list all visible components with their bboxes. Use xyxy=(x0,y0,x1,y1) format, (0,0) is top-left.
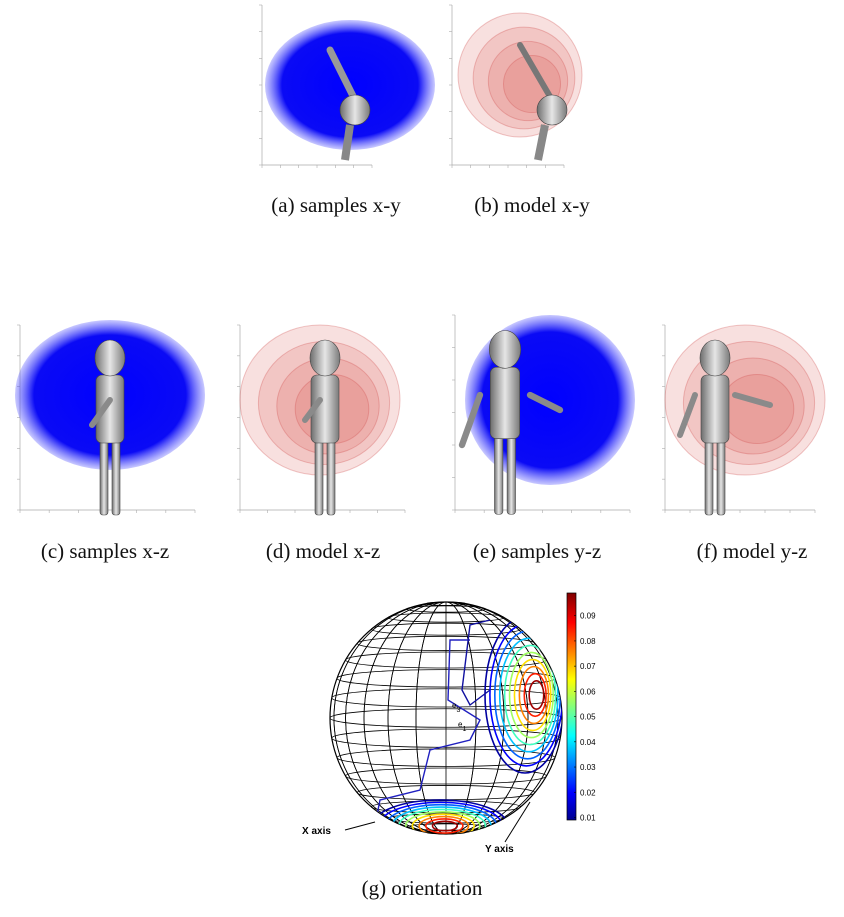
orientation-plot: e3 e1 X axis Y axis 0.01 0.02 0.03 0.04 0.05 0.06… xyxy=(302,593,596,855)
contour xyxy=(433,821,458,830)
caption: (g) orientation xyxy=(362,876,483,900)
robot-torso xyxy=(701,375,729,443)
robot-leg xyxy=(100,440,108,515)
annotation-arrow xyxy=(345,822,375,830)
contour xyxy=(529,681,544,709)
caption: (c) samples x-z xyxy=(41,539,169,563)
robot-leg xyxy=(705,440,713,515)
contour xyxy=(524,674,546,717)
panel xyxy=(662,325,825,515)
workspace-model xyxy=(720,375,794,444)
frame-label-sub: 3 xyxy=(456,707,460,714)
colorbar-tick-label: 0.01 xyxy=(580,813,596,822)
robot-leg xyxy=(717,440,725,515)
figure: e3 e1 X axis Y axis 0.01 0.02 0.03 0.04 0.05 0.06… xyxy=(0,0,844,917)
colorbar xyxy=(567,593,576,820)
caption: (d) model x-z xyxy=(266,539,380,563)
robot-head xyxy=(310,340,340,376)
caption: (b) model x-y xyxy=(474,193,590,217)
robot-leg xyxy=(327,440,335,515)
colorbar-tick-label: 0.07 xyxy=(580,662,596,671)
colorbar-tick-label: 0.05 xyxy=(580,713,596,722)
robot-head xyxy=(95,340,125,376)
colorbar-tick-label: 0.03 xyxy=(580,763,596,772)
frame-label: e3 xyxy=(452,701,460,714)
panel xyxy=(452,315,635,514)
panels xyxy=(15,5,825,515)
robot-leg xyxy=(345,125,350,160)
caption: (a) samples x-y xyxy=(271,193,401,217)
robot-head xyxy=(489,331,521,369)
annotation: Y axis xyxy=(485,844,514,855)
colorbar-tick-label: 0.09 xyxy=(580,612,596,621)
robot-head xyxy=(700,340,730,376)
robot-leg xyxy=(315,440,323,515)
robot-head xyxy=(340,95,370,125)
colorbar-tick-label: 0.06 xyxy=(580,687,596,696)
annotation-arrow xyxy=(505,802,530,842)
caption: (e) samples y-z xyxy=(473,539,601,563)
robot-torso xyxy=(490,367,519,438)
robot-leg xyxy=(507,436,515,515)
colorbar-tick-label: 0.04 xyxy=(580,738,596,747)
robot-leg xyxy=(112,440,120,515)
colorbar-tick-label: 0.02 xyxy=(580,788,596,797)
robot-head xyxy=(537,95,567,125)
annotation: X axis xyxy=(302,826,331,837)
panel xyxy=(449,5,582,168)
colorbar-tick-label: 0.08 xyxy=(580,637,596,646)
caption: (f) model y-z xyxy=(697,539,808,563)
panel xyxy=(15,320,205,515)
panel xyxy=(259,5,435,168)
frame-label: e1 xyxy=(458,720,466,733)
panel xyxy=(237,325,405,515)
robot-leg xyxy=(495,436,503,515)
frame-label-sub: 1 xyxy=(462,726,466,733)
